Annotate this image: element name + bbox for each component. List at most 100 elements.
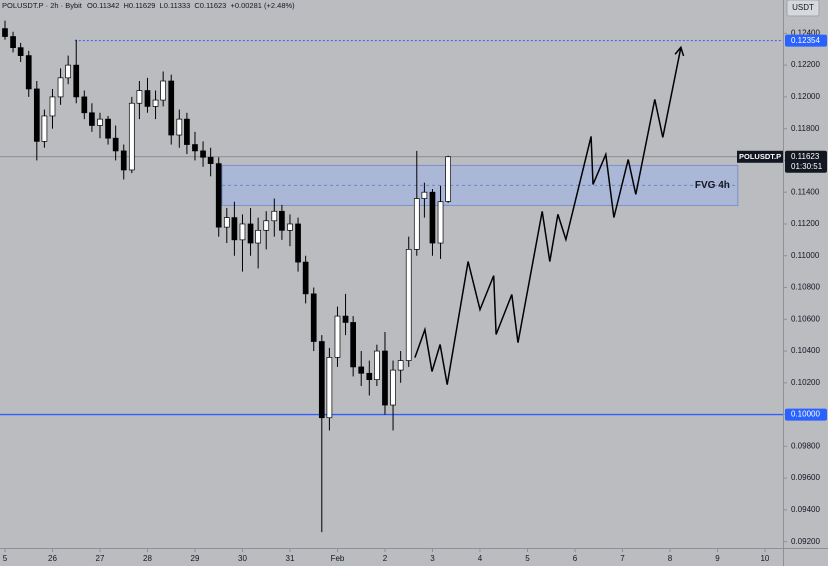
candle-body	[144, 90, 151, 107]
candle-body	[2, 28, 8, 37]
candle-body	[215, 163, 222, 228]
candle-body	[421, 191, 428, 199]
candle-body	[342, 315, 349, 323]
candle-body	[152, 99, 159, 107]
x-tick-label: 26	[48, 554, 57, 563]
fvg-label: FVG 4h	[695, 180, 730, 191]
candle-body	[382, 350, 388, 406]
y-tick-label: 0.10200	[791, 378, 820, 387]
price-line-label-box	[785, 34, 827, 47]
y-tick-label: 0.09200	[791, 537, 820, 546]
candle-body	[176, 118, 183, 136]
candle-body	[97, 118, 103, 126]
candle-body	[334, 315, 341, 358]
candle-body	[49, 96, 56, 117]
candle-body	[287, 223, 293, 231]
x-tick-label: 9	[715, 554, 720, 563]
price-line-label: 0.10000	[791, 410, 820, 419]
y-tick-label: 0.09400	[791, 505, 820, 514]
candle-body	[295, 223, 301, 263]
candle-body	[200, 150, 206, 158]
y-tick-label: 0.10600	[791, 314, 820, 323]
plot-area: FVG 4h	[0, 20, 783, 533]
header-close: C0.11623	[194, 1, 226, 10]
candle-body	[184, 118, 190, 145]
candle-body	[310, 293, 317, 342]
header-high: H0.11629	[123, 1, 155, 10]
x-tick-label: 27	[96, 554, 105, 563]
x-tick-label: 2	[383, 554, 388, 563]
header-symbol: POLUSDT.P · 2h · Bybit	[2, 1, 83, 10]
price-line-label-box	[785, 408, 827, 421]
candle-body	[445, 156, 451, 202]
candle-body	[81, 96, 88, 114]
y-tick-label: 0.09600	[791, 473, 820, 482]
candle-body	[302, 261, 309, 295]
candle-body	[326, 357, 333, 419]
last-price-symbol: POLUSDT.P	[739, 152, 781, 161]
currency-box[interactable]	[786, 0, 820, 17]
candle-body	[168, 80, 175, 136]
candle-body	[192, 144, 198, 152]
candle-body	[136, 90, 143, 104]
x-tick-label: 5	[525, 554, 530, 563]
x-tick-label: 8	[668, 554, 673, 563]
candle-body	[405, 249, 412, 361]
candle-body	[120, 150, 127, 171]
candle-body	[89, 112, 95, 126]
candle-body	[247, 223, 254, 244]
candle-body	[437, 201, 444, 244]
x-tick-label: 31	[286, 554, 295, 563]
y-tick-label: 0.11800	[791, 124, 820, 133]
candle-body	[160, 80, 167, 101]
price-line-label: 0.12354	[791, 36, 820, 45]
candle-body	[374, 350, 380, 380]
y-tick-label: 0.09800	[791, 441, 820, 450]
projection-path	[414, 47, 682, 385]
candle-body	[358, 366, 365, 374]
candle-body	[17, 47, 24, 56]
x-tick-label: 28	[143, 554, 152, 563]
candle-body	[350, 322, 356, 368]
y-tick-label: 0.11200	[791, 219, 820, 228]
x-tick-label: 5	[3, 554, 8, 563]
header-change: +0.00281 (+2.48%)	[230, 1, 295, 10]
x-tick-label: 3	[430, 554, 435, 563]
last-price-symbol-box	[737, 150, 783, 163]
last-price-label: 0.11623	[791, 152, 820, 161]
candle-body	[57, 77, 64, 98]
y-tick-label: 0.10800	[791, 283, 820, 292]
x-tick-label: 7	[620, 554, 625, 563]
y-tick-label: 0.10400	[791, 346, 820, 355]
y-tick-label: 0.12000	[791, 92, 820, 101]
header-low: L0.11333	[160, 1, 191, 10]
candle-body	[390, 369, 396, 406]
y-tick-label: 0.12400	[791, 28, 820, 37]
candle-body	[239, 223, 246, 241]
candle-body	[279, 210, 285, 231]
candle-body	[25, 55, 32, 90]
candle-body	[41, 115, 48, 142]
projection-arrowhead	[674, 45, 685, 57]
candle-body	[318, 341, 325, 419]
header: POLUSDT.P · 2h · Bybit O0.11342 H0.11629…	[2, 1, 295, 10]
candle-body	[397, 360, 404, 371]
currency[interactable]: USDT	[792, 3, 814, 12]
candle-body	[105, 118, 111, 139]
candle-body	[33, 88, 40, 142]
x-tick-label: 6	[573, 554, 578, 563]
candle-body	[207, 156, 214, 164]
y-tick-label: 0.11000	[791, 251, 820, 260]
x-tick-label: 29	[191, 554, 200, 563]
candle-body	[429, 191, 436, 244]
last-price-box	[785, 150, 827, 173]
candle-body	[366, 372, 373, 380]
candle-body	[223, 217, 230, 228]
candle-body	[413, 198, 420, 250]
x-tick-label: 4	[478, 554, 483, 563]
x-tick-label: 10	[760, 554, 769, 563]
x-tick-label: Feb	[331, 554, 345, 563]
